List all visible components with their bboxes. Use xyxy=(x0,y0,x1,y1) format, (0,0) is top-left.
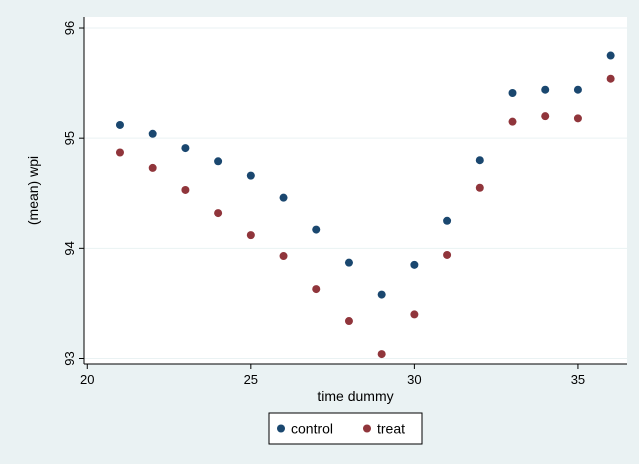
data-point-control xyxy=(279,193,288,202)
data-point-control xyxy=(344,258,353,267)
data-point-treat xyxy=(443,250,452,259)
plot-area xyxy=(84,17,627,364)
data-point-control xyxy=(181,144,190,153)
legend-marker-control xyxy=(277,424,285,433)
x-tick-label: 35 xyxy=(571,372,585,387)
data-point-treat xyxy=(475,183,484,192)
data-point-treat xyxy=(181,185,190,194)
legend: control treat xyxy=(268,412,423,445)
data-point-control xyxy=(606,51,615,60)
grid-lines xyxy=(84,27,627,359)
data-point-treat xyxy=(246,231,255,240)
data-point-treat xyxy=(148,163,157,172)
data-point-control xyxy=(214,157,223,166)
x-tick-label: 25 xyxy=(244,372,258,387)
x-axis-title: time dummy xyxy=(317,388,393,404)
data-point-treat xyxy=(410,310,419,319)
legend-label-control: control xyxy=(291,421,333,437)
x-tick-label: 30 xyxy=(407,372,421,387)
data-point-control xyxy=(573,85,582,94)
y-tick-label: 96 xyxy=(62,21,77,35)
data-point-control xyxy=(410,260,419,269)
y-axis-title: (mean) wpi xyxy=(25,156,41,225)
data-points xyxy=(115,51,615,359)
data-point-treat xyxy=(606,74,615,83)
tick-labels: 93 94 95 96 20 25 30 35 xyxy=(62,21,585,387)
y-tick-label: 93 xyxy=(62,351,77,365)
data-point-treat xyxy=(508,117,517,126)
data-point-treat xyxy=(115,148,124,157)
data-point-control xyxy=(148,129,157,138)
data-point-treat xyxy=(377,350,386,359)
data-point-control xyxy=(508,89,517,98)
legend-label-treat: treat xyxy=(377,421,405,437)
data-point-treat xyxy=(573,114,582,123)
data-point-control xyxy=(377,290,386,299)
data-point-control xyxy=(475,156,484,165)
data-point-control xyxy=(115,120,124,129)
y-tick-label: 94 xyxy=(62,241,77,255)
data-point-control xyxy=(246,171,255,180)
data-point-treat xyxy=(541,112,550,121)
legend-box xyxy=(268,412,423,445)
data-point-treat xyxy=(344,317,353,326)
legend-marker-treat xyxy=(363,424,371,433)
axes xyxy=(83,17,627,365)
data-point-control xyxy=(312,225,321,234)
data-point-treat xyxy=(214,209,223,218)
data-point-treat xyxy=(312,285,321,294)
y-tick-label: 95 xyxy=(62,131,77,145)
data-point-treat xyxy=(279,252,288,261)
data-point-control xyxy=(541,85,550,94)
x-tick-label: 20 xyxy=(80,372,94,387)
data-point-control xyxy=(443,216,452,225)
